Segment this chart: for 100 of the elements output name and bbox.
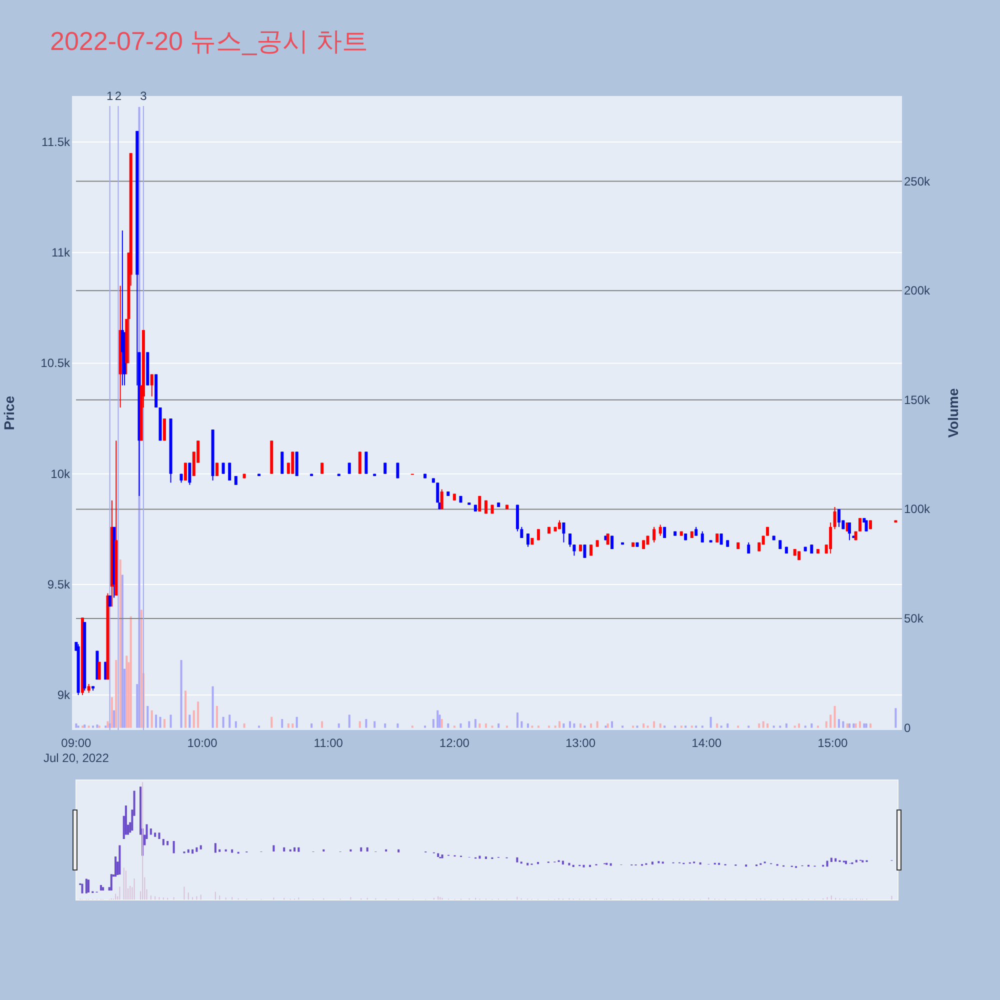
bar — [348, 714, 350, 728]
candlestick — [188, 462, 192, 486]
bar — [558, 721, 560, 728]
bar — [216, 706, 218, 728]
bar — [155, 714, 158, 728]
x-tick-label: 14:00 — [692, 736, 722, 750]
bar — [785, 723, 788, 728]
candlestick — [829, 522, 832, 554]
bar — [478, 723, 481, 728]
bar — [170, 714, 172, 728]
candlestick — [562, 522, 566, 543]
ref-line-label: 2 — [114, 89, 122, 103]
bar — [212, 686, 214, 728]
bar — [197, 702, 200, 728]
bar — [270, 716, 273, 728]
bar — [234, 721, 237, 728]
candlestick — [358, 451, 362, 474]
bar — [228, 714, 231, 728]
candlestick — [228, 462, 232, 481]
candlestick — [291, 451, 294, 474]
bar — [396, 723, 399, 728]
bar — [865, 723, 868, 728]
bar — [140, 610, 142, 728]
bar — [460, 723, 462, 728]
candlestick — [700, 530, 704, 543]
bar — [894, 708, 897, 728]
bar — [365, 719, 368, 728]
bar — [653, 721, 656, 728]
bar — [659, 723, 662, 728]
candlestick — [520, 526, 524, 538]
y-tick-label: 11.5k — [42, 135, 71, 150]
bar — [710, 716, 712, 728]
x-tick-label: 15:00 — [818, 736, 848, 750]
bar — [766, 723, 769, 728]
bar — [188, 714, 191, 728]
bar — [281, 719, 284, 728]
bar — [716, 723, 718, 728]
bar — [163, 719, 166, 728]
bar — [115, 660, 118, 728]
bar — [869, 723, 872, 728]
bar — [222, 716, 224, 728]
bar — [474, 719, 476, 728]
bar — [130, 616, 132, 728]
x-tick-label: 11:00 — [314, 736, 344, 750]
bar — [338, 723, 340, 728]
bar — [438, 714, 441, 728]
bar — [468, 721, 470, 728]
candlestick — [396, 462, 400, 479]
bar — [834, 706, 836, 728]
ref-line-label: 1 — [106, 89, 114, 103]
candlestick — [150, 374, 154, 397]
bar — [569, 721, 571, 728]
bar — [590, 723, 592, 728]
candlestick — [658, 524, 662, 536]
x-tick-label: 10:00 — [187, 736, 218, 750]
bar — [838, 719, 840, 728]
y2-tick-label: 0 — [904, 720, 911, 735]
ref-line-label: 3 — [140, 89, 148, 103]
candlestick — [280, 451, 284, 474]
candlestick — [162, 418, 166, 442]
y-axis-title: Price — [1, 396, 17, 430]
bar — [858, 721, 861, 728]
candlestick — [837, 508, 840, 528]
bar — [573, 723, 576, 728]
bar — [611, 721, 614, 728]
candlestick — [568, 533, 572, 548]
bar — [580, 723, 582, 728]
bar — [180, 660, 182, 728]
candlestick — [572, 544, 576, 556]
chart-title: 2022-07-20 뉴스_공시 차트 — [50, 26, 368, 56]
y-tick-label: 10.5k — [40, 356, 71, 370]
bar — [830, 714, 832, 728]
bar — [436, 710, 439, 728]
bar — [119, 559, 122, 728]
candlestick — [747, 542, 750, 554]
bar — [358, 721, 361, 728]
bar — [150, 710, 153, 728]
x-tick-label: 13:00 — [565, 736, 596, 750]
y2-tick-label: 50k — [904, 612, 924, 626]
bar — [498, 723, 500, 728]
y2-tick-label: 250k — [904, 174, 932, 188]
y-tick-label: 9k — [57, 688, 71, 702]
x-tick-label: 09:00 Jul 20, 2022 — [44, 736, 110, 765]
bar — [726, 723, 729, 728]
bar — [596, 721, 598, 728]
bar — [520, 721, 523, 728]
y2-tick-label: 200k — [904, 284, 932, 298]
bar — [192, 710, 195, 728]
bar — [516, 712, 518, 728]
bar — [863, 723, 866, 728]
bar — [321, 721, 324, 728]
bar — [113, 710, 116, 728]
bar — [562, 723, 565, 728]
bar — [159, 716, 162, 728]
bar — [810, 723, 813, 728]
bar — [296, 716, 298, 728]
y2-tick-label: 150k — [904, 392, 932, 407]
bar — [440, 719, 443, 728]
bar — [287, 723, 290, 728]
bar — [292, 723, 294, 728]
